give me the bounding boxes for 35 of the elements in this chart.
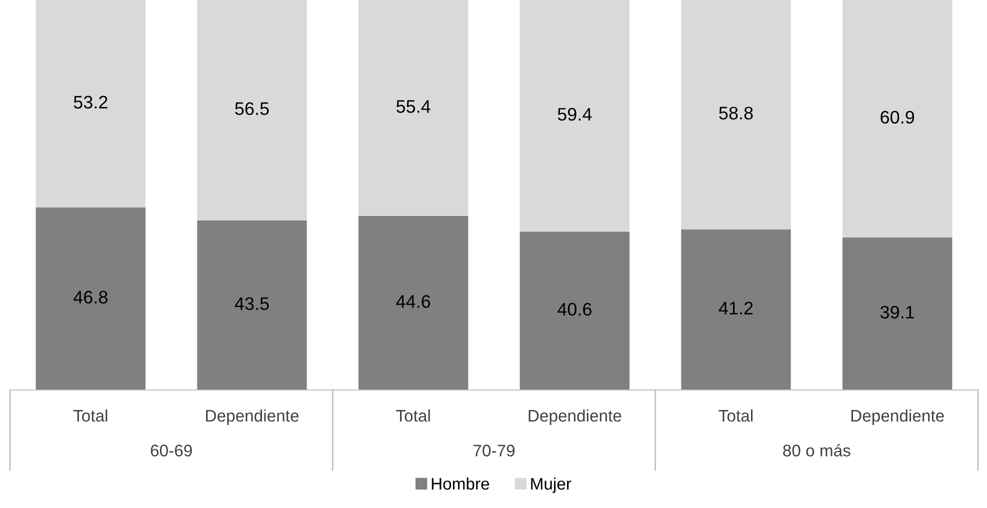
bar xyxy=(36,207,146,390)
bar xyxy=(358,216,468,390)
data-label: 44.6 xyxy=(396,295,430,308)
x-tick-label: Total xyxy=(396,409,430,422)
bar xyxy=(358,0,468,216)
x-tick-label: Dependiente xyxy=(528,409,622,425)
bar xyxy=(681,0,791,230)
data-label: 60.9 xyxy=(880,110,914,124)
text: 60-69 xyxy=(150,444,192,456)
bar xyxy=(520,0,630,232)
bar xyxy=(520,232,630,390)
bar xyxy=(197,220,307,390)
data-label: 40.6 xyxy=(558,302,592,316)
data-label: 41.2 xyxy=(718,302,753,314)
text: 80 o más xyxy=(783,444,850,456)
legend-label: Hombre xyxy=(432,477,490,490)
x-tick-label: Dependiente xyxy=(206,409,299,425)
bar xyxy=(197,0,307,220)
legend-label: Mujer xyxy=(531,477,572,493)
x-tick-label: Total xyxy=(73,409,108,422)
data-label: 53.2 xyxy=(74,96,108,109)
x-tick-label: Total xyxy=(718,409,752,422)
data-label: 39.1 xyxy=(880,306,914,319)
text: 70-79 xyxy=(474,444,515,456)
data-label: 43.5 xyxy=(234,297,269,310)
data-label: 46.8 xyxy=(74,290,108,304)
data-label: 59.4 xyxy=(558,108,592,121)
data-label: 56.5 xyxy=(235,102,269,116)
data-label: 55.4 xyxy=(396,100,430,113)
bar xyxy=(842,0,952,238)
data-label: 58.8 xyxy=(719,106,753,120)
bar xyxy=(842,238,952,390)
x-tick-label: Dependiente xyxy=(851,409,944,425)
bar xyxy=(681,229,791,390)
bar xyxy=(36,0,146,208)
